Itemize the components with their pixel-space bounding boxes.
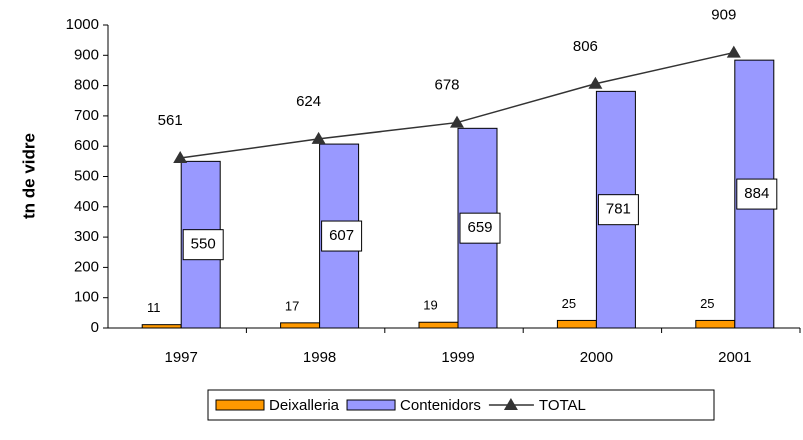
marker [588, 76, 603, 89]
data-label: 678 [434, 77, 459, 94]
y-tick-label: 100 [74, 289, 99, 306]
data-label: 624 [296, 93, 321, 110]
data-label-box [597, 194, 639, 226]
legend-label: Contenidors [400, 397, 481, 414]
data-label: 884 [744, 185, 769, 202]
marker [173, 151, 188, 164]
data-label-box [321, 220, 363, 252]
bar [556, 319, 597, 329]
legend-box [207, 389, 715, 421]
data-label: 561 [158, 112, 183, 129]
y-tick-label: 900 [74, 46, 99, 63]
bar [695, 319, 736, 329]
y-tick-label: 200 [74, 258, 99, 275]
x-tick-label: 2001 [718, 349, 751, 366]
y-axis-label: tn de vidre [19, 133, 38, 219]
legend-label: Deixalleria [269, 397, 340, 414]
legend-swatch [346, 399, 396, 411]
y-tick-label: 800 [74, 77, 99, 94]
data-label-box [736, 178, 778, 210]
data-label: 909 [711, 7, 736, 24]
data-label: 659 [467, 219, 492, 236]
marker [311, 131, 326, 144]
data-label: 11 [147, 300, 161, 315]
y-tick-label: 1000 [66, 16, 99, 33]
data-label-box [182, 229, 224, 261]
y-tick-label: 300 [74, 228, 99, 245]
x-tick-label: 1998 [303, 349, 336, 366]
x-tick-label: 2000 [580, 349, 613, 366]
data-label: 550 [191, 236, 216, 253]
y-tick-label: 700 [74, 107, 99, 124]
marker [450, 115, 464, 128]
bar [141, 324, 182, 329]
line [180, 51, 734, 159]
data-label: 25 [562, 296, 576, 311]
y-tick-label: 500 [74, 167, 99, 184]
bar [280, 322, 321, 329]
legend-label: TOTAL [539, 397, 586, 414]
data-label-box [459, 212, 501, 244]
data-label: 25 [700, 296, 714, 311]
x-tick-label: 1997 [165, 349, 198, 366]
y-tick-label: 0 [91, 319, 99, 336]
legend-swatch [215, 399, 265, 411]
data-label: 607 [329, 227, 354, 244]
bar [418, 321, 459, 329]
data-label: 781 [606, 201, 631, 218]
data-label: 806 [573, 38, 598, 55]
y-tick-label: 600 [74, 137, 99, 154]
y-tick-label: 400 [74, 198, 99, 215]
data-label: 19 [423, 298, 437, 313]
legend-marker [503, 398, 518, 410]
x-tick-label: 1999 [441, 349, 474, 366]
marker [726, 45, 741, 58]
data-label: 17 [285, 298, 299, 313]
